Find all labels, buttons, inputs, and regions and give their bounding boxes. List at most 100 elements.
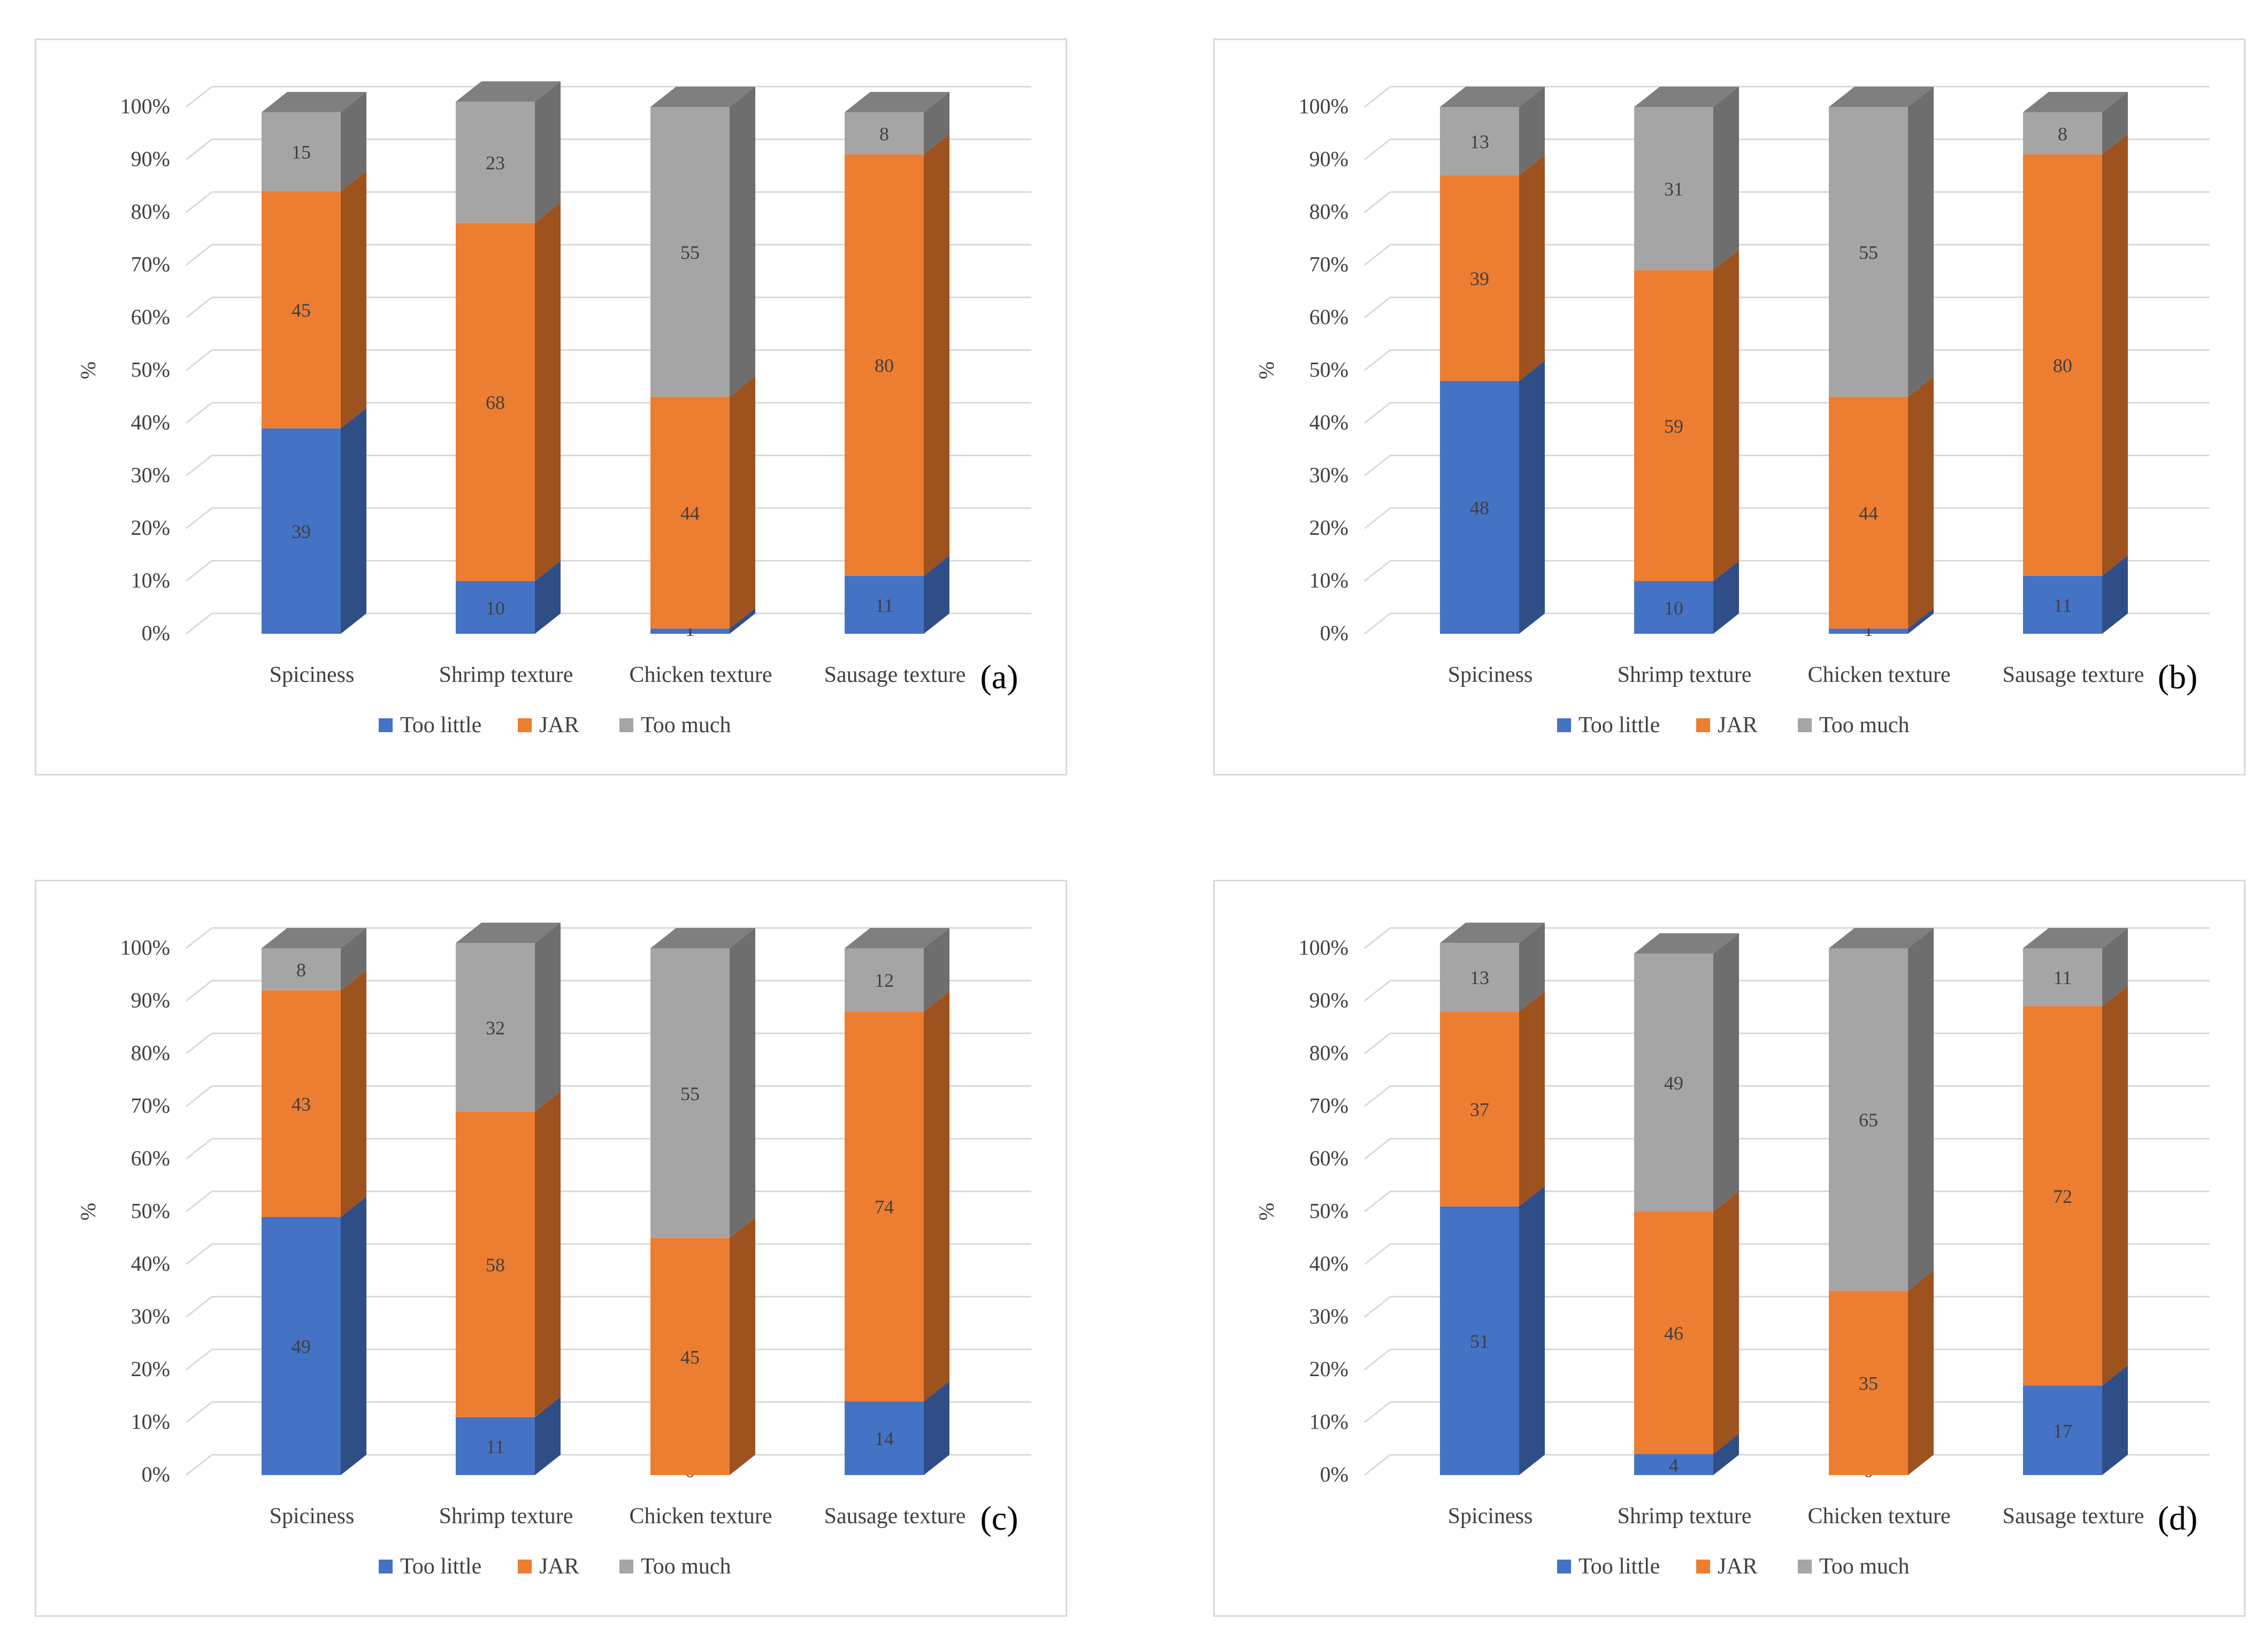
legend-swatch-too-much <box>1798 718 1812 732</box>
gridline-depth <box>186 455 212 477</box>
legend-label-too-much: Too much <box>1819 1554 1910 1579</box>
bar-jar-2 <box>650 376 755 629</box>
bar-side <box>535 1091 561 1417</box>
y-tick-label: 60% <box>131 305 170 329</box>
data-label-jar: 35 <box>1859 1373 1878 1394</box>
gridline-depth <box>1364 612 1391 635</box>
legend-swatch-too-little <box>379 1560 393 1573</box>
gridline-depth <box>186 980 212 1002</box>
legend-swatch-too-much <box>1798 1560 1812 1573</box>
data-label-jar: 44 <box>1859 502 1878 524</box>
bar-side <box>535 202 561 581</box>
panel-letter: (a) <box>980 658 1018 696</box>
legend-label-too-much: Too much <box>641 1554 731 1579</box>
y-tick-label: 10% <box>131 1410 170 1434</box>
legend-label-jar: JAR <box>1718 713 1758 738</box>
data-label-jar: 45 <box>292 300 311 321</box>
data-label-too-little: 14 <box>875 1428 894 1449</box>
bar-side <box>730 376 755 629</box>
y-tick-label: 40% <box>1309 1252 1348 1276</box>
y-tick-label: 60% <box>1309 305 1348 329</box>
y-tick-label: 0% <box>142 1462 170 1486</box>
bar-front <box>1634 1454 1713 1475</box>
y-tick-label: 40% <box>131 410 170 434</box>
bar-front <box>2023 948 2102 1007</box>
gridline-depth <box>186 296 212 319</box>
gridline-depth <box>186 1191 212 1212</box>
gridline-depth <box>1364 980 1391 1002</box>
legend-swatch-jar <box>1696 718 1710 732</box>
bar-jar-0 <box>1440 991 1545 1207</box>
bar-too-little-0 <box>262 408 366 634</box>
y-tick-label: 90% <box>1309 147 1348 171</box>
y-tick-label: 20% <box>131 516 170 540</box>
bar-top <box>650 928 755 948</box>
bar-front <box>845 575 924 634</box>
data-label-too-little: 11 <box>2054 595 2072 616</box>
legend-label-jar: JAR <box>539 1554 579 1579</box>
bar-front <box>262 191 341 428</box>
gridline-depth <box>1364 1296 1391 1318</box>
bar-front <box>1440 175 1519 381</box>
gridline-depth <box>186 1401 212 1423</box>
bar-jar-3 <box>845 134 949 576</box>
bar-side <box>1908 87 1934 397</box>
bar-jar-3 <box>2023 134 2128 576</box>
bar-too-much-0 <box>262 928 366 991</box>
legend-swatch-too-little <box>379 718 393 732</box>
data-label-too-much: 23 <box>486 152 505 173</box>
legend-label-too-little: Too little <box>400 713 481 738</box>
bar-front <box>650 107 730 397</box>
bar-front <box>2023 575 2102 634</box>
y-tick-label: 10% <box>1309 1410 1348 1434</box>
chart-svg-a: 0% 10% 20% 30% 40% 50% 60% 70% 80% 90% 100%% 39 45 15… <box>76 81 1031 738</box>
x-category-label: Chicken texture <box>1807 1504 1950 1529</box>
bar-side <box>730 87 755 397</box>
y-tick-label: 90% <box>1309 988 1348 1012</box>
bar-front <box>1829 1291 1908 1475</box>
bar-side <box>924 928 949 1012</box>
bar-top <box>1829 928 1934 948</box>
bar-front <box>456 222 535 581</box>
data-label-too-much: 8 <box>879 123 889 144</box>
x-category-label: Sausage texture <box>2003 663 2144 687</box>
gridline-depth <box>1364 139 1391 160</box>
bar-side <box>1713 561 1739 634</box>
data-label-too-much: 8 <box>296 959 306 980</box>
chart-panel-c: 0% 10% 20% 30% 40% 50% 60% 70% 80% 90% 100%% 49 43 8 S… <box>35 880 1067 1617</box>
bar-top <box>2023 91 2128 112</box>
x-category-label: Shrimp texture <box>1618 663 1752 687</box>
y-tick-label: 60% <box>1309 1146 1348 1170</box>
bar-top <box>262 928 366 948</box>
bar-front <box>456 1111 535 1417</box>
x-category-label: Spiciness <box>270 663 355 687</box>
bar-front <box>1440 107 1519 176</box>
gridline-depth <box>186 139 212 160</box>
bar-front <box>650 628 730 634</box>
bar-top <box>1634 87 1739 107</box>
bar-front <box>845 112 924 155</box>
bar-top <box>456 923 561 943</box>
bar-too-little-0 <box>1440 1186 1545 1475</box>
legend-label-too-little: Too little <box>1579 1554 1660 1579</box>
gridline-depth <box>186 927 212 949</box>
y-tick-label: 50% <box>1309 1199 1348 1223</box>
bar-too-much-2 <box>1829 87 1934 397</box>
data-label-too-little: 48 <box>1470 497 1489 519</box>
bar-too-little-0 <box>1440 360 1545 634</box>
bar-side <box>2102 986 2128 1386</box>
chart-panel-b: 0% 10% 20% 30% 40% 50% 60% 70% 80% 90% 100%% 48 39 13… <box>1213 39 2246 776</box>
gridline-depth <box>186 1085 212 1107</box>
legend-label-too-little: Too little <box>400 1554 481 1579</box>
bar-side <box>1519 87 1545 176</box>
legend-swatch-too-much <box>619 1560 633 1573</box>
bar-too-little-0 <box>262 1196 366 1475</box>
data-label-jar: 37 <box>1470 1099 1489 1120</box>
x-category-label: Sausage texture <box>2003 1504 2144 1529</box>
bar-too-much-2 <box>650 928 755 1238</box>
bar-too-much-2 <box>1829 928 1934 1291</box>
bar-too-much-1 <box>456 81 561 223</box>
data-label-too-much: 65 <box>1859 1109 1878 1131</box>
y-tick-label: 90% <box>131 988 170 1012</box>
bar-too-little-3 <box>2023 1365 2128 1475</box>
